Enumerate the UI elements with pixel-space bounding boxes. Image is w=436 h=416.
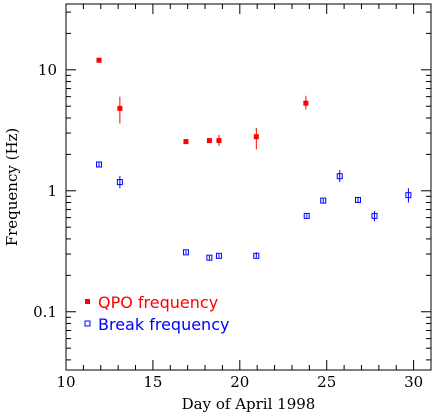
- x-axis-label: Day of April 1998: [182, 395, 316, 413]
- x-tick-label: 15: [143, 373, 162, 391]
- data-point: [206, 138, 212, 144]
- data-marks: [96, 57, 412, 261]
- data-point: [182, 249, 189, 256]
- axis-tick-labels: 10 15 20 25 30 0.1 1 10: [33, 61, 423, 391]
- legend: QPO frequency Break frequency: [84, 293, 229, 334]
- data-point: [117, 105, 123, 111]
- data-point: [355, 196, 361, 203]
- data-point: [253, 252, 260, 259]
- data-point: [405, 192, 412, 199]
- data-point: [253, 134, 259, 140]
- x-tick-label: 30: [404, 373, 423, 391]
- legend-marker-break: [84, 320, 91, 327]
- y-tick-label: 0.1: [33, 303, 57, 321]
- y-tick-label: 1: [47, 182, 57, 200]
- data-point: [216, 138, 222, 144]
- series-qpo: [96, 57, 309, 150]
- plot-frame: [65, 3, 432, 371]
- y-axis-label: Frequency (Hz): [3, 128, 21, 247]
- data-point: [206, 254, 213, 261]
- data-point: [96, 57, 102, 63]
- legend-label-qpo: QPO frequency: [98, 293, 218, 312]
- data-point: [303, 100, 309, 106]
- x-tick-label: 25: [317, 373, 336, 391]
- data-point: [320, 197, 327, 204]
- data-point: [303, 212, 310, 219]
- legend-label-break: Break frequency: [98, 315, 229, 334]
- legend-marker-qpo: [85, 299, 90, 304]
- data-point: [183, 139, 189, 145]
- data-point: [116, 179, 123, 186]
- data-point: [371, 212, 378, 219]
- axis-ticks: [65, 4, 432, 370]
- data-point: [96, 161, 103, 168]
- x-tick-label: 20: [230, 373, 249, 391]
- x-tick-label: 10: [56, 373, 75, 391]
- series-break: [96, 161, 412, 261]
- data-point: [336, 173, 343, 180]
- data-point: [215, 252, 222, 259]
- y-tick-label: 10: [38, 61, 57, 79]
